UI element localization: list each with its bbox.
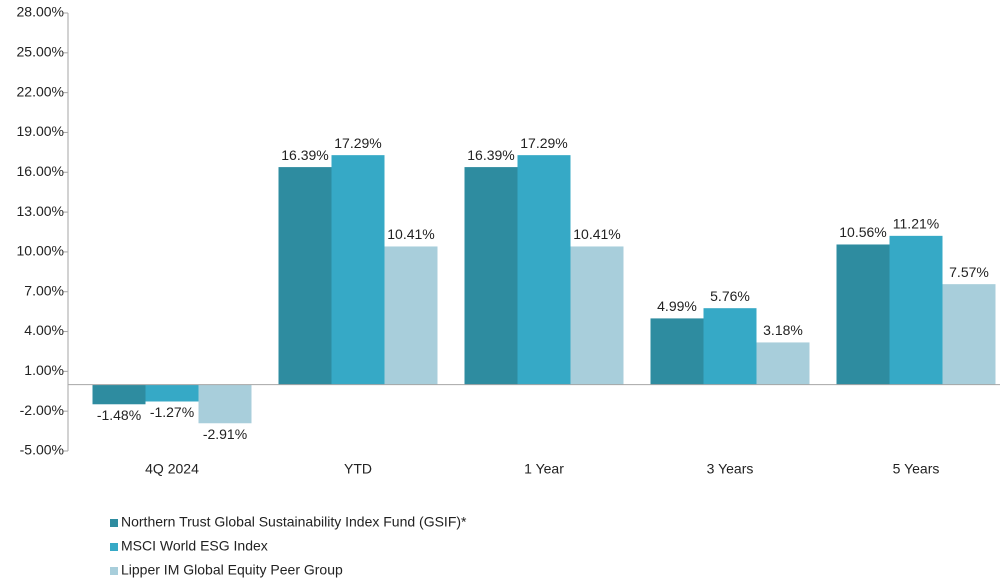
legend-label: Northern Trust Global Sustainability Ind…: [121, 514, 467, 530]
bar: [942, 284, 996, 385]
value-label: -1.48%: [97, 407, 141, 423]
value-label: 10.41%: [573, 226, 620, 242]
y-tick-label: -5.00%: [20, 442, 64, 458]
value-label: 5.76%: [710, 288, 750, 304]
legend-label: MSCI World ESG Index: [121, 538, 268, 554]
bar: [92, 384, 146, 405]
value-label: 3.18%: [763, 322, 803, 338]
legend-swatch: [110, 567, 118, 575]
y-tick-label: 19.00%: [17, 123, 64, 139]
x-tick-label: 3 Years: [707, 461, 754, 477]
bar: [145, 384, 199, 402]
y-tick-label: 28.00%: [17, 4, 64, 20]
y-tick-label: 16.00%: [17, 163, 64, 179]
value-label: 11.21%: [893, 216, 939, 232]
bar: [570, 246, 624, 385]
y-tick-label: 4.00%: [24, 322, 64, 338]
bar: [650, 318, 704, 385]
legend-swatch: [110, 519, 118, 527]
x-tick-label: 1 Year: [524, 461, 564, 477]
x-tick-label: 5 Years: [893, 461, 940, 477]
bar: [464, 167, 518, 385]
y-tick-label: -2.00%: [20, 402, 64, 418]
legend-swatch: [110, 543, 118, 551]
value-label: 10.56%: [839, 224, 886, 240]
bar: [198, 384, 252, 424]
y-tick-label: 7.00%: [24, 282, 64, 298]
value-label: -2.91%: [203, 426, 247, 442]
bar: [703, 308, 757, 385]
value-label: 4.99%: [657, 298, 697, 314]
x-tick-label: 4Q 2024: [145, 461, 199, 477]
value-label: 17.29%: [334, 135, 381, 151]
value-label: 17.29%: [520, 135, 567, 151]
y-tick-label: 25.00%: [17, 44, 64, 60]
bar: [331, 155, 385, 385]
y-tick-label: 22.00%: [17, 83, 64, 99]
bar: [384, 246, 438, 385]
x-tick-label: YTD: [344, 461, 372, 477]
y-tick-label: 13.00%: [17, 203, 64, 219]
y-tick-label: 1.00%: [24, 362, 64, 378]
bar: [889, 235, 943, 385]
bar: [278, 167, 332, 385]
value-label: 7.57%: [949, 264, 989, 280]
value-label: 16.39%: [467, 147, 514, 163]
value-label: -1.27%: [150, 404, 194, 420]
bar: [756, 342, 810, 385]
y-tick-label: 10.00%: [17, 243, 64, 259]
value-label: 16.39%: [281, 147, 328, 163]
legend-label: Lipper IM Global Equity Peer Group: [121, 562, 343, 578]
bar: [517, 155, 571, 385]
value-label: 10.41%: [387, 226, 434, 242]
bar: [836, 244, 890, 385]
